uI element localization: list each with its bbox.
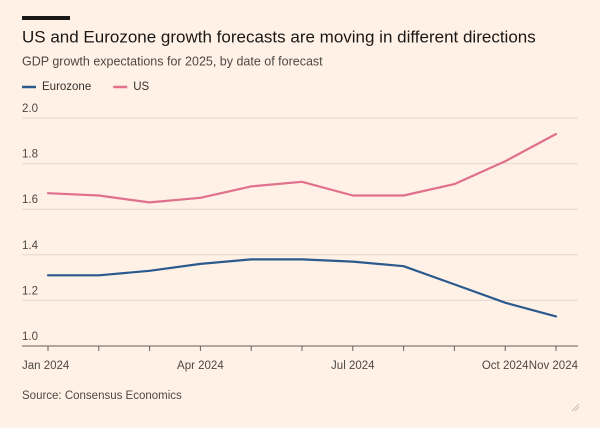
y-tick-label: 1.0 — [22, 331, 38, 343]
x-tick-label: Apr 2024 — [177, 360, 224, 372]
chart-subtitle: GDP growth expectations for 2025, by dat… — [22, 54, 323, 68]
series-line — [46, 258, 558, 318]
resize-icon — [571, 403, 580, 412]
y-tick-label: 1.8 — [22, 149, 38, 161]
y-tick-label: 2.0 — [22, 103, 38, 115]
y-tick-label: 1.6 — [22, 194, 38, 206]
x-tick-label: Jan 2024 — [22, 360, 70, 372]
legend-label: US — [133, 81, 149, 93]
x-tick-label: Jul 2024 — [331, 360, 375, 372]
x-tick-label: Oct 2024 — [482, 360, 529, 372]
source: Source: Consensus Economics — [22, 390, 182, 402]
brand-bar — [22, 16, 70, 20]
series-line — [46, 132, 558, 204]
x-tick-label: Nov 2024 — [529, 360, 579, 372]
chart-title: US and Eurozone growth forecasts are mov… — [22, 27, 536, 46]
legend-label: Eurozone — [42, 81, 91, 93]
y-tick-label: 1.2 — [22, 285, 38, 297]
y-tick-label: 1.4 — [22, 240, 39, 252]
